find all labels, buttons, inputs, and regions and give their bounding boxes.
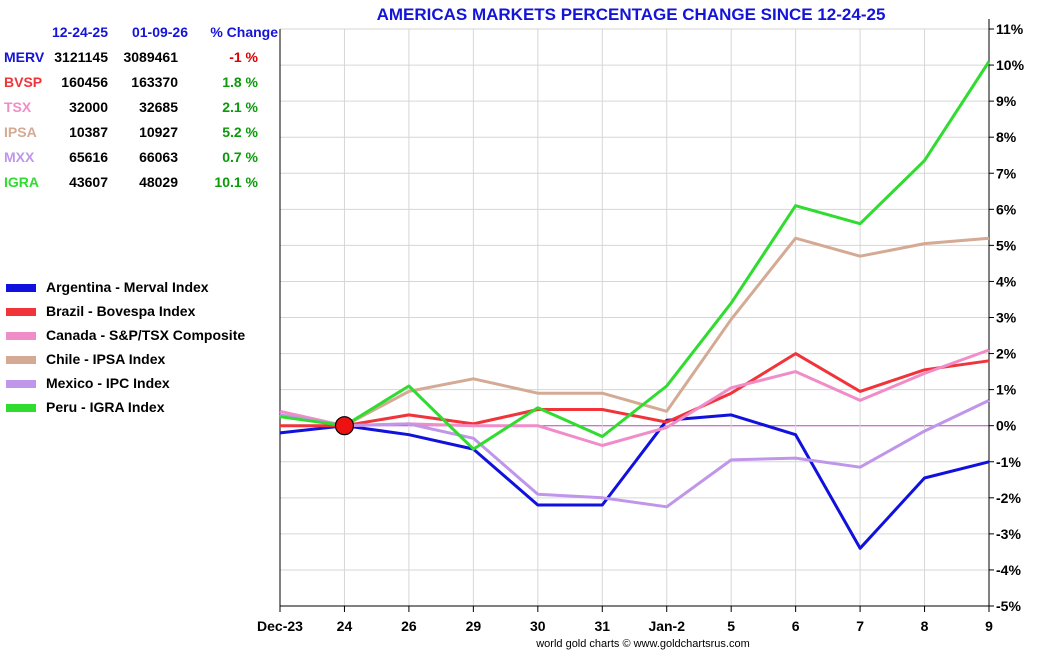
x-tick-label: 9 <box>985 618 993 634</box>
x-tick-label: 31 <box>594 618 610 634</box>
y-tick-label: -2% <box>996 490 1021 506</box>
legend-label: Peru - IGRA Index <box>46 399 165 415</box>
y-tick-label: 0% <box>996 418 1017 434</box>
y-tick-label: 3% <box>996 310 1017 326</box>
base-date-marker <box>334 416 355 436</box>
legend-label: Mexico - IPC Index <box>46 375 170 391</box>
table-change: 10.1 % <box>214 174 258 190</box>
legend-label: Brazil - Bovespa Index <box>46 303 196 319</box>
table-code: TSX <box>4 99 32 115</box>
table-row: MERV 3121145 3089461 -1 % <box>0 49 280 69</box>
y-tick-label: 7% <box>996 165 1017 181</box>
y-tick-label: 10% <box>996 57 1025 73</box>
legend-label: Chile - IPSA Index <box>46 351 166 367</box>
y-tick-label: -5% <box>996 598 1021 614</box>
table-row: IGRA 43607 48029 10.1 % <box>0 174 280 194</box>
table-change: -1 % <box>229 49 258 65</box>
legend-label: Argentina - Merval Index <box>46 279 209 295</box>
chart-title: AMERICAS MARKETS PERCENTAGE CHANGE SINCE… <box>377 5 886 24</box>
table-value-end: 66063 <box>139 149 178 165</box>
table-value-end: 10927 <box>139 124 178 140</box>
series-lines <box>279 60 991 550</box>
table-code: IGRA <box>4 174 39 190</box>
legend-swatch <box>6 356 36 364</box>
table-row: IPSA 10387 10927 5.2 % <box>0 124 280 144</box>
series-line-peru <box>279 60 991 451</box>
y-tick-label: -4% <box>996 562 1021 578</box>
table-header-date1: 12-24-25 <box>51 24 108 40</box>
x-tick-label: Dec-23 <box>257 618 303 634</box>
legend-swatch <box>6 380 36 388</box>
legend-label: Canada - S&P/TSX Composite <box>46 327 246 343</box>
table-value-start: 10387 <box>69 124 108 140</box>
y-tick-label: -1% <box>996 454 1021 470</box>
y-tick-label: 9% <box>996 93 1017 109</box>
data-table: 12-24-25 01-09-26 % Change MERV 3121145 30… <box>0 0 280 200</box>
table-value-start: 3121145 <box>54 49 108 65</box>
y-tick-label: 11% <box>996 21 1024 37</box>
y-tick-label: 4% <box>996 273 1017 289</box>
legend-swatch <box>6 404 36 412</box>
table-change: 5.2 % <box>222 124 258 140</box>
y-tick-label: 1% <box>996 382 1017 398</box>
x-tick-label: 29 <box>466 618 482 634</box>
table-code: MERV <box>4 49 45 65</box>
table-change: 0.7 % <box>222 149 258 165</box>
series-line-chile <box>279 236 990 428</box>
table-change: 1.8 % <box>222 74 258 90</box>
table-change: 2.1 % <box>222 99 258 115</box>
axes: -5% -4% -3% -2% -1% 0% 1% 2% 3% 4% 5% 6% 7% 8% 9% 10% 11… <box>257 19 1025 634</box>
x-tick-label: 6 <box>792 618 800 634</box>
x-tick-label: 7 <box>856 618 864 634</box>
legend-swatch <box>6 332 36 340</box>
table-value-end: 48029 <box>139 174 178 190</box>
series-line-mexico <box>279 399 990 509</box>
table-code: MXX <box>4 149 35 165</box>
x-tick-label: 26 <box>401 618 417 634</box>
y-tick-label: 2% <box>996 346 1017 362</box>
x-tick-label: 24 <box>337 618 353 634</box>
legend-swatch <box>6 284 36 292</box>
table-value-start: 160456 <box>61 74 108 90</box>
table-row: MXX 65616 66063 0.7 % <box>0 149 280 169</box>
y-tick-label: 6% <box>996 201 1017 217</box>
series-line-argentina <box>279 413 990 550</box>
table-code: BVSP <box>4 74 43 90</box>
table-value-end: 32685 <box>139 99 178 115</box>
x-tick-label: 30 <box>530 618 546 634</box>
table-header-date2: 01-09-26 <box>131 24 188 40</box>
gridlines <box>279 28 990 607</box>
x-tick-label: 5 <box>727 618 735 634</box>
table-value-start: 32000 <box>69 99 108 115</box>
table-row: BVSP 160456 163370 1.8 % <box>0 74 280 94</box>
table-value-start: 43607 <box>69 174 108 190</box>
y-tick-label: 5% <box>996 237 1017 253</box>
legend-swatch <box>6 308 36 316</box>
table-value-start: 65616 <box>69 149 108 165</box>
table-value-end: 163370 <box>131 74 178 90</box>
x-tick-label: 8 <box>921 618 929 634</box>
table-code: IPSA <box>4 124 37 140</box>
table-value-end: 3089461 <box>123 49 178 65</box>
y-tick-label: 8% <box>996 129 1017 145</box>
y-tick-label: -3% <box>996 526 1021 542</box>
chart-credit: world gold charts © www.goldchartsrus.co… <box>535 638 750 650</box>
table-row: TSX 32000 32685 2.1 % <box>0 99 280 119</box>
x-tick-label: Jan-2 <box>648 618 685 634</box>
table-header-change: % Change <box>210 24 278 40</box>
series-line-brazil <box>280 352 990 428</box>
